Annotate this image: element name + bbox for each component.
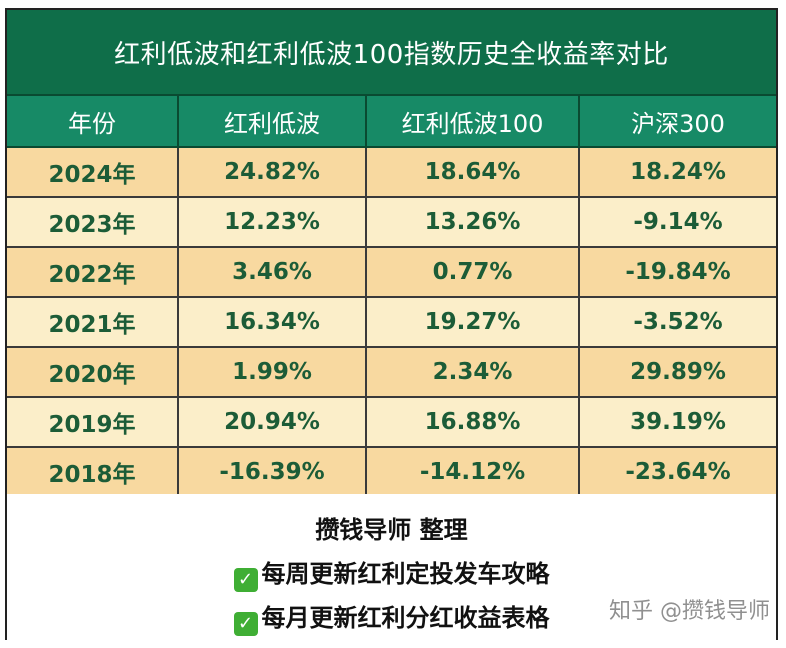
table-row: 2024年 24.82% 18.64% 18.24% <box>7 147 776 198</box>
value-cell: 16.88% <box>366 397 580 448</box>
value-cell: 29.89% <box>579 347 776 398</box>
returns-table: 年份 红利低波 红利低波100 沪深300 2024年 24.82% 18.64… <box>7 96 776 498</box>
check-mark-icon: ✓ <box>233 612 258 636</box>
value-cell: 2.34% <box>366 347 580 398</box>
note-weekly-text: 每周更新红利定投发车攻略 <box>261 560 550 588</box>
value-cell: -3.52% <box>579 297 776 348</box>
year-cell: 2018年 <box>7 447 179 498</box>
value-cell: 39.19% <box>579 397 776 448</box>
author-credit: 攒钱导师 整理 <box>315 516 468 544</box>
value-cell: 1.99% <box>178 347 367 398</box>
value-cell: -14.12% <box>366 447 580 498</box>
note-weekly: ✓ 每周更新红利定投发车攻略 <box>7 554 776 592</box>
year-cell: 2021年 <box>7 297 179 348</box>
check-mark-icon: ✓ <box>233 568 258 592</box>
header-hongli-dibo-100: 红利低波100 <box>366 96 580 148</box>
year-cell: 2024年 <box>7 147 179 198</box>
header-hongli-dibo: 红利低波 <box>178 96 367 148</box>
zhihu-watermark: 知乎 @攒钱导师 <box>609 599 770 624</box>
value-cell: -16.39% <box>178 447 367 498</box>
value-cell: 0.77% <box>366 247 580 298</box>
table-row: 2020年 1.99% 2.34% 29.89% <box>7 347 776 398</box>
value-cell: 19.27% <box>366 297 580 348</box>
table-row: 2023年 12.23% 13.26% -9.14% <box>7 197 776 248</box>
note-monthly: ✓ 每月更新红利分红收益表格 <box>7 598 776 636</box>
table-row: 2019年 20.94% 16.88% 39.19% <box>7 397 776 448</box>
table-row: 2022年 3.46% 0.77% -19.84% <box>7 247 776 298</box>
table-row: 2018年 -16.39% -14.12% -23.64% <box>7 447 776 498</box>
value-cell: -9.14% <box>579 197 776 248</box>
value-cell: -23.64% <box>579 447 776 498</box>
value-cell: 12.23% <box>178 197 367 248</box>
header-year: 年份 <box>7 96 179 148</box>
value-cell: 3.46% <box>178 247 367 298</box>
value-cell: 18.24% <box>579 147 776 198</box>
footer-notes: 攒钱导师 整理 ✓ 每周更新红利定投发车攻略 ✓ 每月更新红利分红收益表格 <box>7 494 776 640</box>
value-cell: -19.84% <box>579 247 776 298</box>
value-cell: 16.34% <box>178 297 367 348</box>
year-cell: 2020年 <box>7 347 179 398</box>
year-cell: 2023年 <box>7 197 179 248</box>
comparison-card: 红利低波和红利低波100指数历史全收益率对比 年份 红利低波 红利低波100 沪… <box>5 8 778 640</box>
header-hs300: 沪深300 <box>579 96 776 148</box>
table-row: 2021年 16.34% 19.27% -3.52% <box>7 297 776 348</box>
table-header-row: 年份 红利低波 红利低波100 沪深300 <box>7 96 776 148</box>
year-cell: 2019年 <box>7 397 179 448</box>
value-cell: 20.94% <box>178 397 367 448</box>
value-cell: 18.64% <box>366 147 580 198</box>
value-cell: 24.82% <box>178 147 367 198</box>
note-monthly-text: 每月更新红利分红收益表格 <box>261 604 550 632</box>
year-cell: 2022年 <box>7 247 179 298</box>
value-cell: 13.26% <box>366 197 580 248</box>
page-title: 红利低波和红利低波100指数历史全收益率对比 <box>7 10 776 96</box>
